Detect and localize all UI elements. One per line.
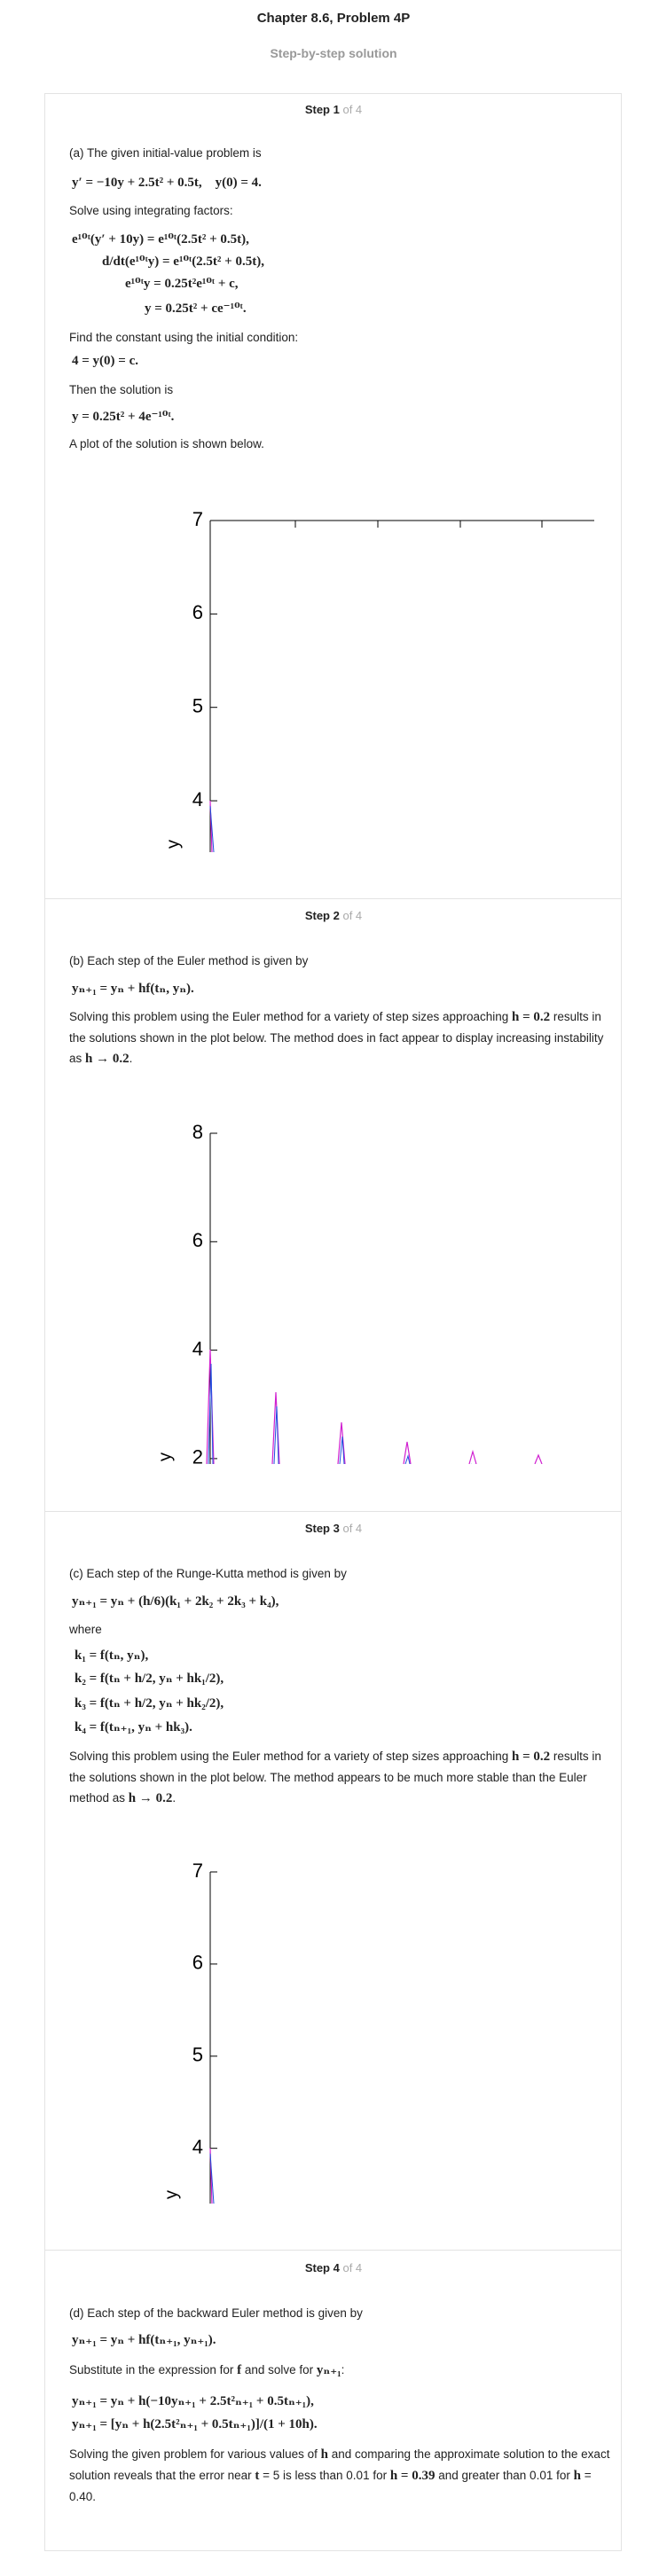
step-header: Step 3 of 4 (0, 1522, 667, 1535)
inline-math: h = 0.2 (512, 1750, 551, 1764)
inline-math: h = 0.39 (389, 2469, 436, 2483)
equation: k₁ = f(tₙ, yₙ), (75, 1648, 149, 1663)
equation: e¹⁰ᵗy = 0.25t²e¹⁰ᵗ + c, (125, 277, 239, 291)
page-title: Chapter 8.6, Problem 4P (256, 11, 411, 26)
step-header: Step 4 of 4 (0, 2261, 667, 2275)
y-tick-label: 4 (192, 2135, 203, 2157)
text-run: and comparing the approximate solution t… (69, 2447, 610, 2482)
inline-math: h → 0.2 (85, 1052, 129, 1066)
curve (337, 1421, 346, 1464)
curve (209, 2153, 215, 2204)
equation: yₙ₊₁ = yₙ + hf(tₙ, yₙ). (72, 982, 194, 996)
step-count: of 4 (342, 2261, 363, 2275)
paragraph: Solving this problem using the Euler met… (69, 1746, 612, 1809)
text-run: Solving this problem using the Euler met… (69, 1010, 513, 1023)
text-run: and greater than 0.01 for (435, 2469, 574, 2482)
y-tick-label: 7 (192, 1860, 203, 1882)
y-tick-label: 6 (192, 1952, 203, 1974)
text-run: = 0.40. (69, 2469, 592, 2503)
inline-math: h = 0.2 (512, 1010, 551, 1024)
y-tick-label: 8 (192, 1121, 203, 1143)
plot: 7 6 5 4 y (163, 508, 594, 852)
step-count: of 4 (342, 103, 363, 116)
curve (404, 1454, 411, 1464)
equation: yₙ₊₁ = yₙ + (h/6)(k₁ + 2k₂ + 2k₃ + k₄), (72, 1594, 279, 1609)
y-tick-label: 5 (192, 2044, 203, 2066)
text-run: : (341, 2363, 345, 2376)
equation: k₄ = f(tₙ₊₁, yₙ + hk₃). (75, 1720, 192, 1734)
paragraph: Solving the given problem for various va… (69, 2444, 612, 2507)
inline-math: h (320, 2447, 328, 2462)
equation: yₙ₊₁ = [yₙ + h(2.5t²ₙ₊₁ + 0.5tₙ₊₁)]/(1 +… (72, 2417, 318, 2431)
paragraph: Substitute in the expression for f and s… (69, 2360, 612, 2381)
y-tick-label: 4 (192, 1337, 203, 1359)
paragraph: where (69, 1623, 102, 1636)
step-count: of 4 (342, 1522, 363, 1535)
step-count: of 4 (342, 909, 363, 922)
paragraph: (c) Each step of the Runge-Kutta method … (69, 1567, 347, 1580)
y-tick-label: 4 (192, 788, 203, 810)
text-run: results in the solutions shown in the pl… (69, 1750, 601, 1805)
inline-math: h (573, 2469, 581, 2483)
equation: yₙ₊₁ = yₙ + hf(tₙ₊₁, yₙ₊₁). (72, 2333, 216, 2347)
y-axis-label: y (163, 840, 183, 849)
text-run: . (129, 1052, 133, 1065)
curve (468, 1449, 477, 1464)
text-run: Substitute in the expression for (69, 2363, 238, 2376)
paragraph: A plot of the solution is shown below. (69, 437, 264, 450)
equation: d/dt(e¹⁰ᵗy) = e¹⁰ᵗ(2.5t² + 0.5t), (102, 254, 264, 269)
equation: e¹⁰ᵗ(y′ + 10y) = e¹⁰ᵗ(2.5t² + 0.5t), (72, 232, 249, 247)
curve (403, 1441, 412, 1464)
paragraph: Find the constant using the initial cond… (69, 331, 299, 344)
y-tick-label: 2 (192, 1446, 203, 1468)
y-axis-label: y (161, 2190, 181, 2199)
curve (208, 1363, 214, 1464)
curve (209, 806, 215, 852)
text-run: . (172, 1791, 177, 1805)
curve (534, 1453, 543, 1464)
text-run: and solve for (241, 2363, 317, 2376)
paragraph: (a) The given initial-value problem is (69, 146, 262, 160)
equation: y = 0.25t² + 4e⁻¹⁰ᵗ. (72, 410, 175, 424)
step-label: Step 4 (304, 2261, 340, 2275)
step-header: Step 1 of 4 (0, 103, 667, 116)
equation: y′ = −10y + 2.5t² + 0.5t, y(0) = 4. (72, 176, 262, 190)
plot: 7 6 5 4 y (161, 1860, 217, 2204)
step-box (44, 2250, 622, 2551)
step-label: Step 3 (304, 1522, 340, 1535)
equation: 4 = y(0) = c. (72, 354, 138, 368)
y-tick-label: 7 (192, 508, 203, 530)
curve (339, 1436, 345, 1464)
text-run: Solving the given problem for various va… (69, 2447, 321, 2461)
equation: k₃ = f(tₙ + h/2, yₙ + hk₂/2), (75, 1696, 224, 1711)
step-label: Step 2 (304, 909, 340, 922)
page-subtitle: Step-by-step solution (270, 46, 397, 60)
y-axis-label: y (155, 1452, 175, 1461)
step-label: Step 1 (304, 103, 340, 116)
text-run: results in the solutions shown in the pl… (69, 1010, 604, 1065)
paragraph: Solving this problem using the Euler met… (69, 1006, 612, 1069)
inline-math: f (237, 2363, 242, 2377)
inline-math: yₙ₊₁ (316, 2363, 341, 2377)
text-run: Solving this problem using the Euler met… (69, 1750, 513, 1763)
inline-math: t (255, 2469, 260, 2483)
y-tick-label: 6 (192, 1229, 203, 1251)
paragraph: (d) Each step of the backward Euler meth… (69, 2306, 363, 2320)
plot: 8 6 4 2 y (155, 1121, 543, 1468)
paragraph: Solve using integrating factors: (69, 204, 233, 217)
paragraph: Then the solution is (69, 383, 174, 396)
text-run: = 5 is less than 0.01 for (259, 2469, 390, 2482)
curve (273, 1405, 279, 1464)
paragraph: (b) Each step of the Euler method is giv… (69, 954, 309, 967)
step-header: Step 2 of 4 (0, 909, 667, 922)
equation: yₙ₊₁ = yₙ + h(−10yₙ₊₁ + 2.5t²ₙ₊₁ + 0.5tₙ… (72, 2394, 314, 2408)
equation: k₂ = f(tₙ + h/2, yₙ + hk₁/2), (75, 1672, 224, 1686)
y-tick-label: 6 (192, 601, 203, 623)
inline-math: h → 0.2 (128, 1791, 173, 1805)
equation: y = 0.25t² + ce⁻¹⁰ᵗ. (145, 301, 247, 316)
y-tick-label: 5 (192, 695, 203, 717)
